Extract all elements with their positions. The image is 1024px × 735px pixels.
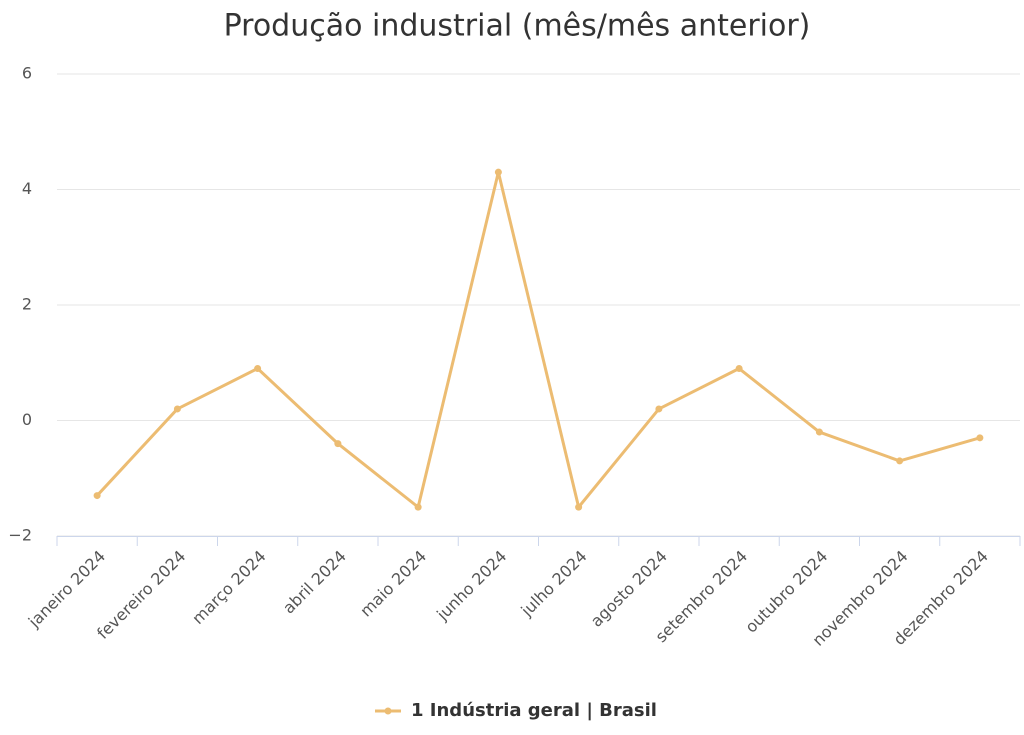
data-point <box>93 492 101 500</box>
y-tick-label: 4 <box>22 179 32 198</box>
x-tick-label: junho 2024 <box>432 547 510 625</box>
data-point <box>254 365 262 373</box>
x-tick-label: maio 2024 <box>356 547 430 621</box>
data-point <box>334 440 342 448</box>
x-tick-label: julho 2024 <box>517 547 591 621</box>
data-point <box>414 503 422 511</box>
y-tick-label: −2 <box>8 526 32 545</box>
data-point <box>575 503 583 511</box>
legend-item[interactable]: 1 Indústria geral | Brasil <box>375 700 657 721</box>
data-point <box>173 405 181 413</box>
legend-label: 1 Indústria geral | Brasil <box>411 700 657 721</box>
legend-marker <box>384 707 392 715</box>
data-point <box>494 168 502 176</box>
data-point <box>896 457 904 465</box>
x-tick-label: janeiro 2024 <box>24 547 109 632</box>
series-line <box>96 170 981 509</box>
y-tick-label: 6 <box>22 64 32 83</box>
y-tick-label: 2 <box>22 295 32 314</box>
x-tick-label: abril 2024 <box>279 547 350 618</box>
data-point <box>976 434 984 442</box>
data-point <box>815 428 823 436</box>
data-point <box>735 365 743 373</box>
x-tick-label: outubro 2024 <box>741 547 831 637</box>
y-tick-label: 0 <box>22 410 32 429</box>
x-tick-label: agosto 2024 <box>587 547 671 631</box>
chart-title: Produção industrial (mês/mês anterior) <box>224 9 811 44</box>
x-tick-label: março 2024 <box>188 547 269 628</box>
data-point <box>655 405 663 413</box>
